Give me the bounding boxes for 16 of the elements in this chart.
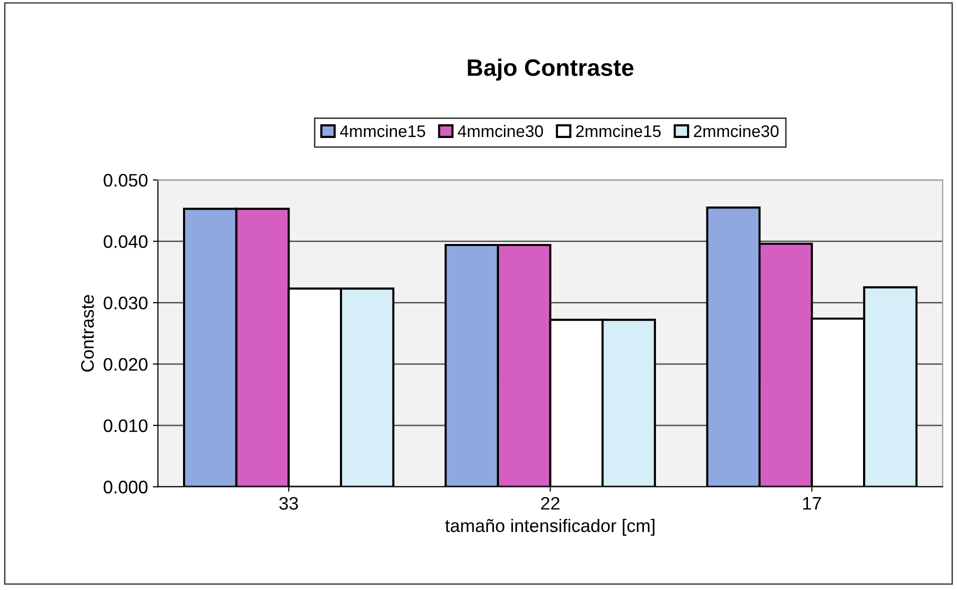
x-tick-label: 33 [279,496,298,510]
legend-label: 4mmcine15 [340,124,426,138]
chart-title: Bajo Contraste [468,58,634,81]
legend-label: 4mmcine30 [458,124,543,138]
x-axis-title: tamaño intensificador [cm] [445,518,654,536]
y-tick-label: 0.020 [104,358,148,371]
x-tick-label: 22 [541,496,560,510]
legend-label: 2mmcine15 [576,124,661,138]
legend-label: 2mmcine30 [694,124,779,138]
y-tick-label: 0.050 [104,174,148,187]
y-axis-title: Contraste [81,295,94,372]
y-tick-label: 0.030 [104,296,148,310]
x-tick-label: 17 [803,497,821,510]
y-tick-label: 0.040 [104,235,148,248]
y-tick-label: 0.000 [104,480,148,494]
y-tick-label: 0.010 [104,419,148,432]
